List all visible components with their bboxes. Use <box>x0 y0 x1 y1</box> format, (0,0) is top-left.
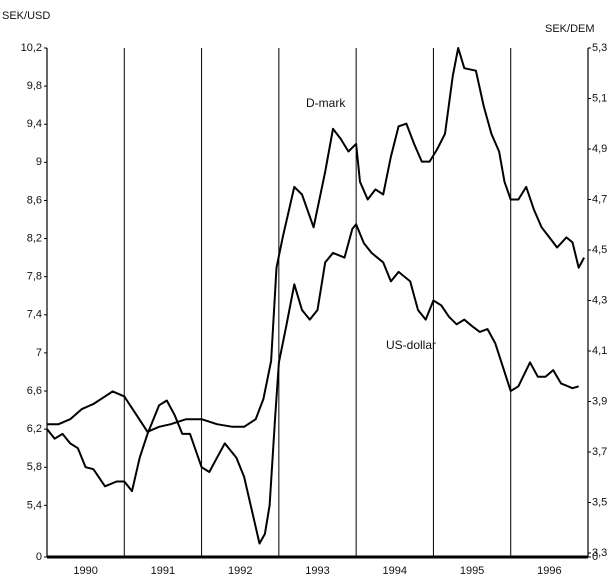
y2-tick-label: 4,3 <box>592 294 607 306</box>
y-tick-label: 5,4 <box>27 499 42 511</box>
y2-tick-label: 5,1 <box>592 92 607 104</box>
y2-tick-label: 3,7 <box>592 446 607 458</box>
x-tick-label: 1992 <box>228 565 252 577</box>
y2-tick-label: 3,5 <box>592 496 607 508</box>
y-tick-label: 7 <box>36 347 42 359</box>
y-tick-label: 8,6 <box>27 194 42 206</box>
y2-tick-label: 0 <box>592 551 598 563</box>
x-tick-label: 1991 <box>151 565 175 577</box>
annotation: D-mark <box>306 96 346 110</box>
line-series <box>47 47 585 433</box>
y-tick-label: 9,8 <box>27 80 42 92</box>
y2-tick-label: 3,9 <box>592 395 607 407</box>
y2-tick-label: 3,3 <box>592 547 607 559</box>
x-tick-label: 1994 <box>383 565 407 577</box>
y2-tick-label: 4,9 <box>592 143 607 155</box>
x-tick-label: 1995 <box>460 565 484 577</box>
x-tick-label: 1996 <box>537 565 561 577</box>
y-tick-label: 10,2 <box>21 42 42 54</box>
y-tick-label: 0 <box>36 551 42 563</box>
y-tick-label: 7,4 <box>27 309 42 321</box>
y2-tick-label: 4,5 <box>592 244 607 256</box>
y-tick-label: 9 <box>36 156 42 168</box>
y2-tick-label: 5,3 <box>592 42 607 54</box>
y2-tick-label: 4,7 <box>592 193 607 205</box>
y-tick-label: 5,8 <box>27 461 42 473</box>
y-tick-label: 7,8 <box>27 271 42 283</box>
y-tick-label: 6,6 <box>27 385 42 397</box>
y2-tick-label: 4,1 <box>592 345 607 357</box>
y2-axis-label: SEK/DEM <box>545 23 595 35</box>
annotation: US-dollar <box>386 338 436 352</box>
x-tick-label: 1990 <box>73 565 97 577</box>
y-tick-label: 8,2 <box>27 232 42 244</box>
y-tick-label: 6,2 <box>27 423 42 435</box>
y-tick-label: 9,4 <box>27 118 42 130</box>
line-series <box>46 223 579 545</box>
y-axis-label: SEK/USD <box>2 10 50 22</box>
x-tick-label: 1993 <box>305 565 329 577</box>
